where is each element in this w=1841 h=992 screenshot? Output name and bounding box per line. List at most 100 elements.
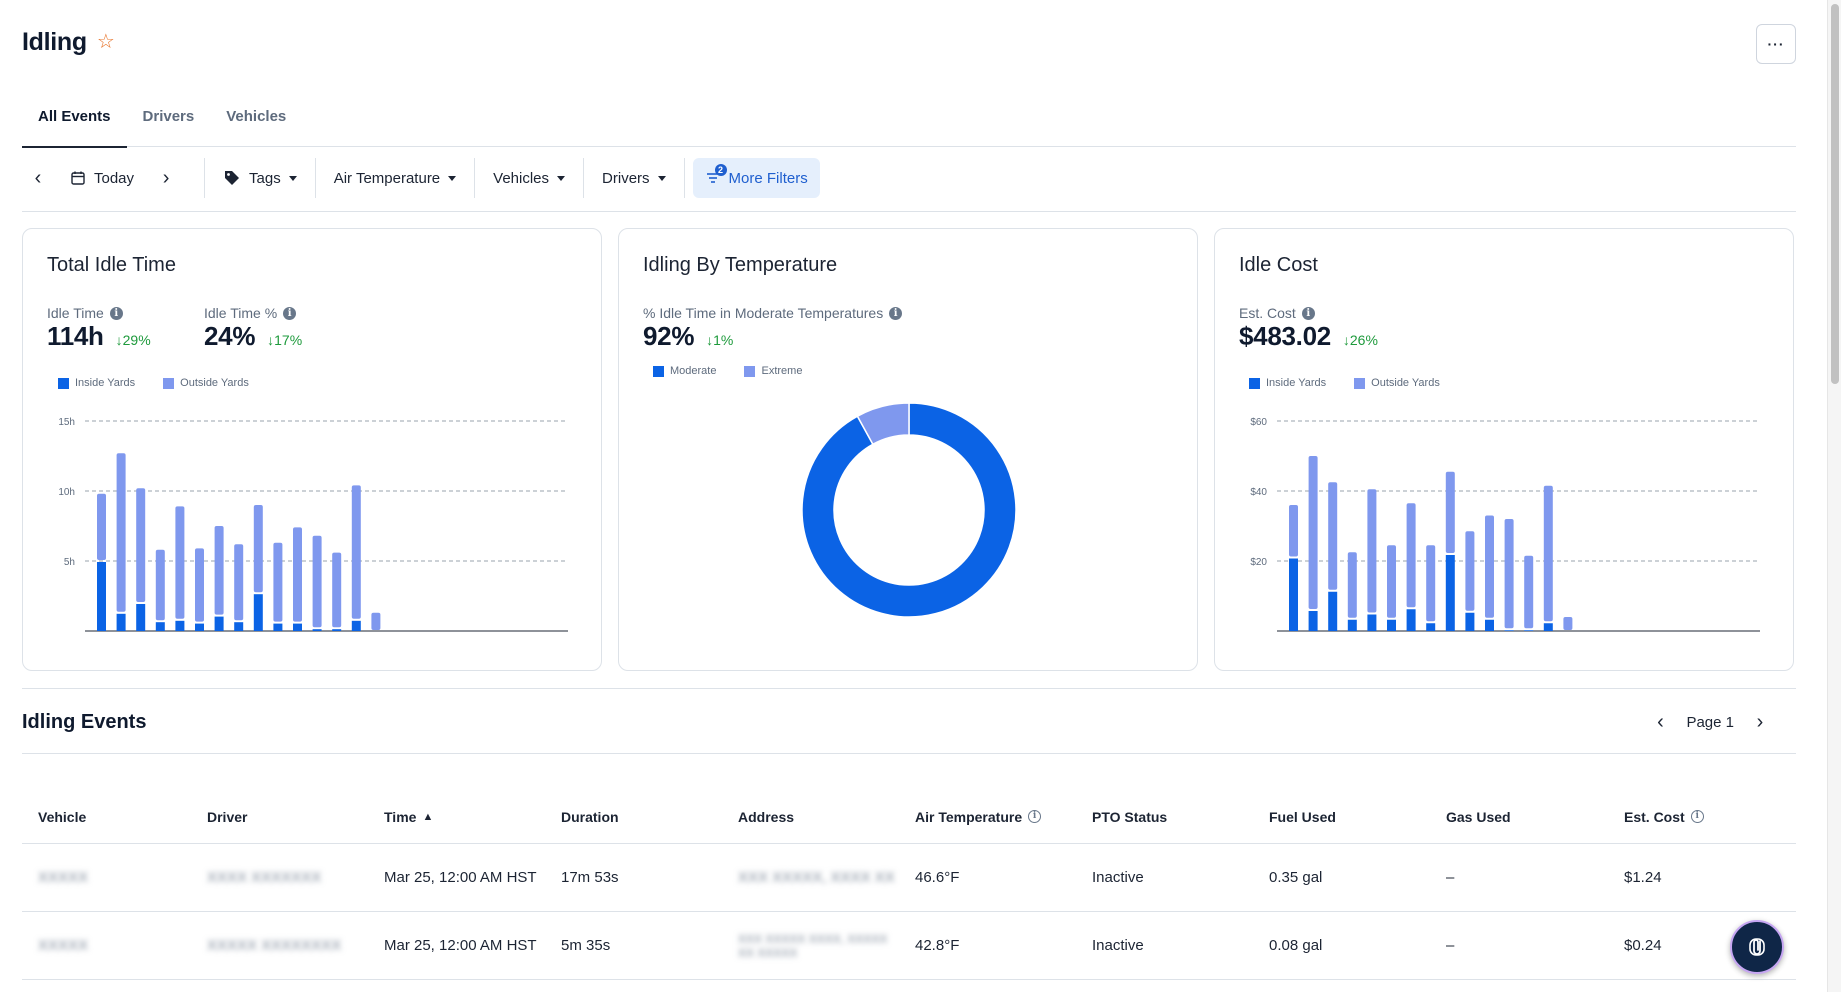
bar-segment-outside-yards[interactable] [1543,485,1553,622]
address-cell[interactable]: XXX XXXXX, XXXX XX [738,869,895,886]
info-icon[interactable]: i [1028,810,1042,823]
bar-segment-inside-yards[interactable] [312,629,322,631]
bar-segment-inside-yards[interactable] [116,613,126,631]
bar-segment-inside-yards[interactable] [1328,591,1338,631]
bar-segment-outside-yards[interactable] [1563,617,1573,630]
column-header-driver[interactable]: Driver [207,808,248,825]
bar-segment-outside-yards[interactable] [1289,505,1298,557]
bar-segment-inside-yards[interactable] [1504,630,1514,631]
bar-segment-outside-yards[interactable] [351,485,361,619]
bar-segment-inside-yards[interactable] [1347,619,1357,631]
info-icon[interactable]: i [283,306,297,320]
column-header-duration[interactable]: Duration [561,808,619,825]
bar-segment-outside-yards[interactable] [155,549,165,621]
table-row[interactable]: XXXXX XXXXX XXXXXXXX Mar 25, 12:00 AM HS… [22,912,1796,980]
bar-segment-inside-yards[interactable] [351,620,361,631]
bar-segment-inside-yards[interactable] [155,622,165,631]
bar-segment-outside-yards[interactable] [116,453,126,612]
bar-segment-outside-yards[interactable] [195,548,204,622]
donut-slice-extreme[interactable] [856,402,910,446]
bar-segment-outside-yards[interactable] [136,488,146,602]
table-row[interactable]: XXXXX XXXX XXXXXXX Mar 25, 12:00 AM HST … [22,844,1796,912]
bar-segment-outside-yards[interactable] [214,526,224,615]
bar-segment-outside-yards[interactable] [1367,489,1377,613]
bar-segment-inside-yards[interactable] [1445,555,1455,631]
info-icon[interactable]: i [109,306,123,320]
bar-segment-outside-yards[interactable] [1445,471,1455,553]
bar-segment-inside-yards[interactable] [1485,619,1494,631]
bar-segment-inside-yards[interactable] [1465,612,1475,631]
tab-drivers[interactable]: Drivers [142,108,195,125]
bar-segment-inside-yards[interactable] [97,562,106,631]
bar-segment-outside-yards[interactable] [1426,545,1436,622]
bar-segment-inside-yards[interactable] [214,616,224,631]
bar-segment-outside-yards[interactable] [273,542,283,622]
legend-item[interactable]: Moderate [653,365,716,377]
previous-date-button[interactable]: ‹ [34,166,42,189]
bar-segment-inside-yards[interactable] [1308,611,1318,631]
address-cell[interactable]: XXX XXXXX XXXX, XXXXX XX XXXXX [738,931,888,960]
air-temperature-filter-button[interactable]: Air Temperature [326,158,464,198]
bar-segment-inside-yards[interactable] [1406,609,1416,631]
bar-segment-inside-yards[interactable] [253,594,263,631]
legend-item[interactable]: Extreme [744,365,802,377]
bar-segment-outside-yards[interactable] [293,527,302,622]
bar-segment-outside-yards[interactable] [332,552,342,628]
bar-segment-inside-yards[interactable] [273,623,283,631]
previous-page-button[interactable]: ‹ [1657,711,1664,733]
legend-item[interactable]: Outside Yards [163,377,249,389]
help-chat-button[interactable] [1730,920,1784,974]
column-header-fuel-used[interactable]: Fuel Used [1269,808,1336,825]
more-options-button[interactable]: ··· [1756,24,1796,64]
tab-vehicles[interactable]: Vehicles [226,108,287,125]
info-icon[interactable]: i [1301,306,1315,320]
bar-segment-outside-yards[interactable] [1387,545,1396,618]
drivers-filter-button[interactable]: Drivers [594,158,674,198]
driver-cell[interactable]: XXXXX XXXXXXXX [207,937,342,954]
bar-segment-outside-yards[interactable] [1308,456,1318,609]
legend-item[interactable]: Inside Yards [1249,377,1326,389]
bar-segment-inside-yards[interactable] [293,623,302,631]
bar-segment-outside-yards[interactable] [1328,482,1338,590]
info-icon[interactable]: i [1690,810,1704,823]
driver-cell[interactable]: XXXX XXXXXXX [207,869,322,886]
bar-segment-outside-yards[interactable] [253,505,263,593]
bar-segment-inside-yards[interactable] [195,623,204,631]
bar-segment-outside-yards[interactable] [1465,531,1475,611]
bar-segment-inside-yards[interactable] [332,629,342,631]
bar-segment-outside-yards[interactable] [1504,519,1514,629]
bar-segment-inside-yards[interactable] [1387,619,1396,631]
bar-segment-outside-yards[interactable] [1524,555,1534,629]
bar-segment-outside-yards[interactable] [1347,552,1357,618]
info-icon[interactable]: i [889,306,903,320]
vehicles-filter-button[interactable]: Vehicles [485,158,573,198]
bar-segment-inside-yards[interactable] [175,620,185,631]
favorite-star-icon[interactable]: ☆ [96,31,115,53]
date-picker-button[interactable]: Today [62,158,142,198]
column-header-air-temperature[interactable]: Air Temperature i [899,809,1076,825]
bar-segment-inside-yards[interactable] [1524,630,1534,631]
bar-segment-inside-yards[interactable] [136,604,146,631]
donut-slice-moderate[interactable] [801,402,1017,618]
bar-segment-inside-yards[interactable] [1426,623,1436,631]
bar-segment-inside-yards[interactable] [1543,623,1553,631]
scrollbar-thumb[interactable] [1831,4,1839,384]
bar-segment-inside-yards[interactable] [1289,558,1298,632]
more-filters-button[interactable]: 2 More Filters [692,158,820,198]
bar-segment-outside-yards[interactable] [1485,515,1494,618]
next-date-button[interactable]: › [162,166,170,189]
bar-segment-outside-yards[interactable] [234,544,244,621]
column-header-est-cost[interactable]: Est. Cost i [1608,809,1796,825]
vehicle-cell[interactable]: XXXXX [38,937,89,954]
legend-item[interactable]: Outside Yards [1354,377,1440,389]
bar-segment-inside-yards[interactable] [234,622,244,631]
next-page-button[interactable]: › [1756,711,1764,733]
page-scrollbar[interactable] [1827,0,1841,992]
tags-filter-button[interactable]: Tags [215,158,305,198]
column-header-pto-status[interactable]: PTO Status [1092,808,1168,825]
column-header-time[interactable]: Time ▲ [384,808,434,825]
column-header-address[interactable]: Address [738,808,795,825]
bar-segment-outside-yards[interactable] [371,612,381,630]
bar-segment-inside-yards[interactable] [1367,614,1377,632]
legend-item[interactable]: Inside Yards [58,377,135,389]
